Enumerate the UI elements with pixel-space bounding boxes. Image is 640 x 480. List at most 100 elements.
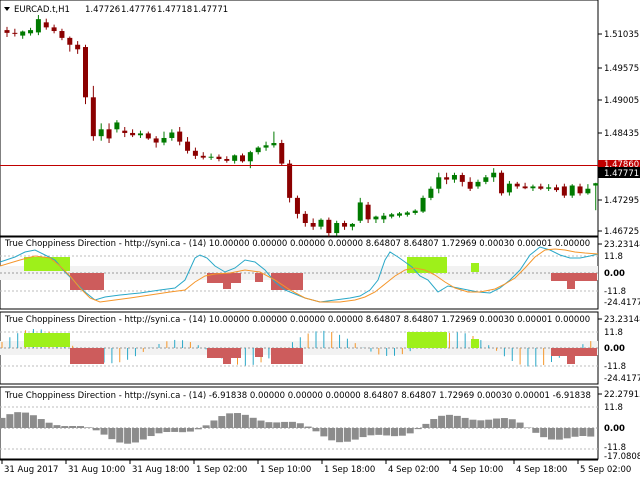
histogram-bar [524,427,532,428]
candle-body [499,172,505,194]
indicator-3-title: True Choppiness Direction - http://syni.… [4,391,591,401]
candle-body [67,37,73,45]
histogram-bar [147,428,155,437]
histogram-bar [139,428,147,440]
histogram-series [0,412,595,444]
candle-body [90,97,96,137]
histogram-bar [406,428,414,434]
candle-body [106,129,112,139]
time-label: 1 Sep 10:00 [260,465,311,475]
price-tick: 1.49575 [604,64,639,74]
candle-body [271,143,277,146]
histogram-bar [29,415,37,428]
histogram-bar [563,428,571,439]
histogram-bar [375,428,383,435]
histogram-bar [579,428,587,437]
histogram-bar [343,428,351,442]
histogram-bar [414,428,422,430]
time-label: 31 Aug 18:00 [132,465,189,475]
price-axis: 1.51035 1.49575 1.49005 1.48435 1.47295 … [598,30,640,237]
candle-body [153,138,159,143]
histogram-bar [171,428,179,432]
candle-body [130,132,136,136]
histogram-bar [461,417,469,428]
candle-body [381,215,387,220]
candle-body [263,145,269,148]
candle-body [334,223,340,234]
histogram-bar [218,416,226,428]
price-tick: 1.48435 [604,129,639,139]
histogram-bar [493,418,501,428]
candle-body [279,143,285,164]
histogram-bar [532,428,540,433]
price-line-label-box [598,160,640,168]
chart-menu-arrow-icon[interactable] [4,7,10,11]
candle-body [75,44,81,50]
svg-text:11.8: 11.8 [604,328,623,338]
candle-body [514,183,520,187]
candle-body [389,214,395,217]
candle-body [208,156,214,158]
histogram-bar [37,419,45,428]
candle-body [585,188,591,194]
histogram-bar [516,422,524,428]
histogram-bar [273,422,281,428]
candlestick-series [4,15,599,237]
candle-body [247,152,253,162]
histogram-bar [14,412,22,428]
time-label: 1 Sep 18:00 [324,465,375,475]
candle-body [43,22,49,28]
indicator-2-title: True Choppiness Direction - http://syni.… [4,315,590,325]
time-label: 31 Aug 10:00 [68,465,125,475]
svg-text:-17.08088: -17.08088 [604,452,640,462]
svg-text:11.8: 11.8 [604,403,623,413]
histogram-bar [69,426,77,428]
candle-body [593,183,599,186]
candle-body [491,172,497,178]
histogram-bar [241,414,249,428]
candle-body [232,155,238,161]
ohlc-low: 1.47718 [157,5,192,15]
candle-body [365,204,371,220]
candle-body [357,202,363,221]
histogram-bar [571,428,579,437]
candle-body [59,31,65,38]
svg-text:11.8: 11.8 [604,252,623,262]
svg-text:23.23148: 23.23148 [604,240,640,250]
candle-body [404,212,410,215]
histogram-bar [281,421,289,428]
indicator-panel-2[interactable]: True Choppiness Direction - http://syni.… [0,311,640,385]
price-tick: 1.47295 [604,196,639,206]
indicator-panel-1[interactable]: True Choppiness Direction - http://syni.… [0,236,640,310]
histogram-bar [77,426,84,428]
candle-body [51,27,57,32]
candle-body [98,129,104,137]
candle-body [554,187,559,191]
candle-body [451,175,457,180]
candle-body [506,183,512,193]
candle-body [326,219,332,234]
histogram-bar [320,428,328,437]
time-label: 4 Sep 02:00 [388,465,439,475]
histogram-bar [6,414,14,428]
price-panel[interactable] [0,0,599,237]
candle-body [169,132,175,138]
indicator-panel-3[interactable]: True Choppiness Direction - http://syni.… [0,386,640,462]
histogram-bar [296,423,304,428]
price-line-label: 1.47860 [604,160,639,170]
histogram-bar [391,428,398,437]
svg-text:-24.41773: -24.41773 [604,298,640,308]
histogram-bar [155,428,163,434]
histogram-bar [53,425,61,428]
time-label: 4 Sep 18:00 [516,465,567,475]
candle-body [561,186,567,196]
histogram-bar [265,422,273,428]
histogram-bar [92,428,100,431]
candle-body [216,156,222,160]
candle-body [240,155,245,162]
candle-body [522,186,528,189]
histogram-bar [210,420,218,428]
candle-body [569,185,575,196]
candle-body [4,30,10,33]
